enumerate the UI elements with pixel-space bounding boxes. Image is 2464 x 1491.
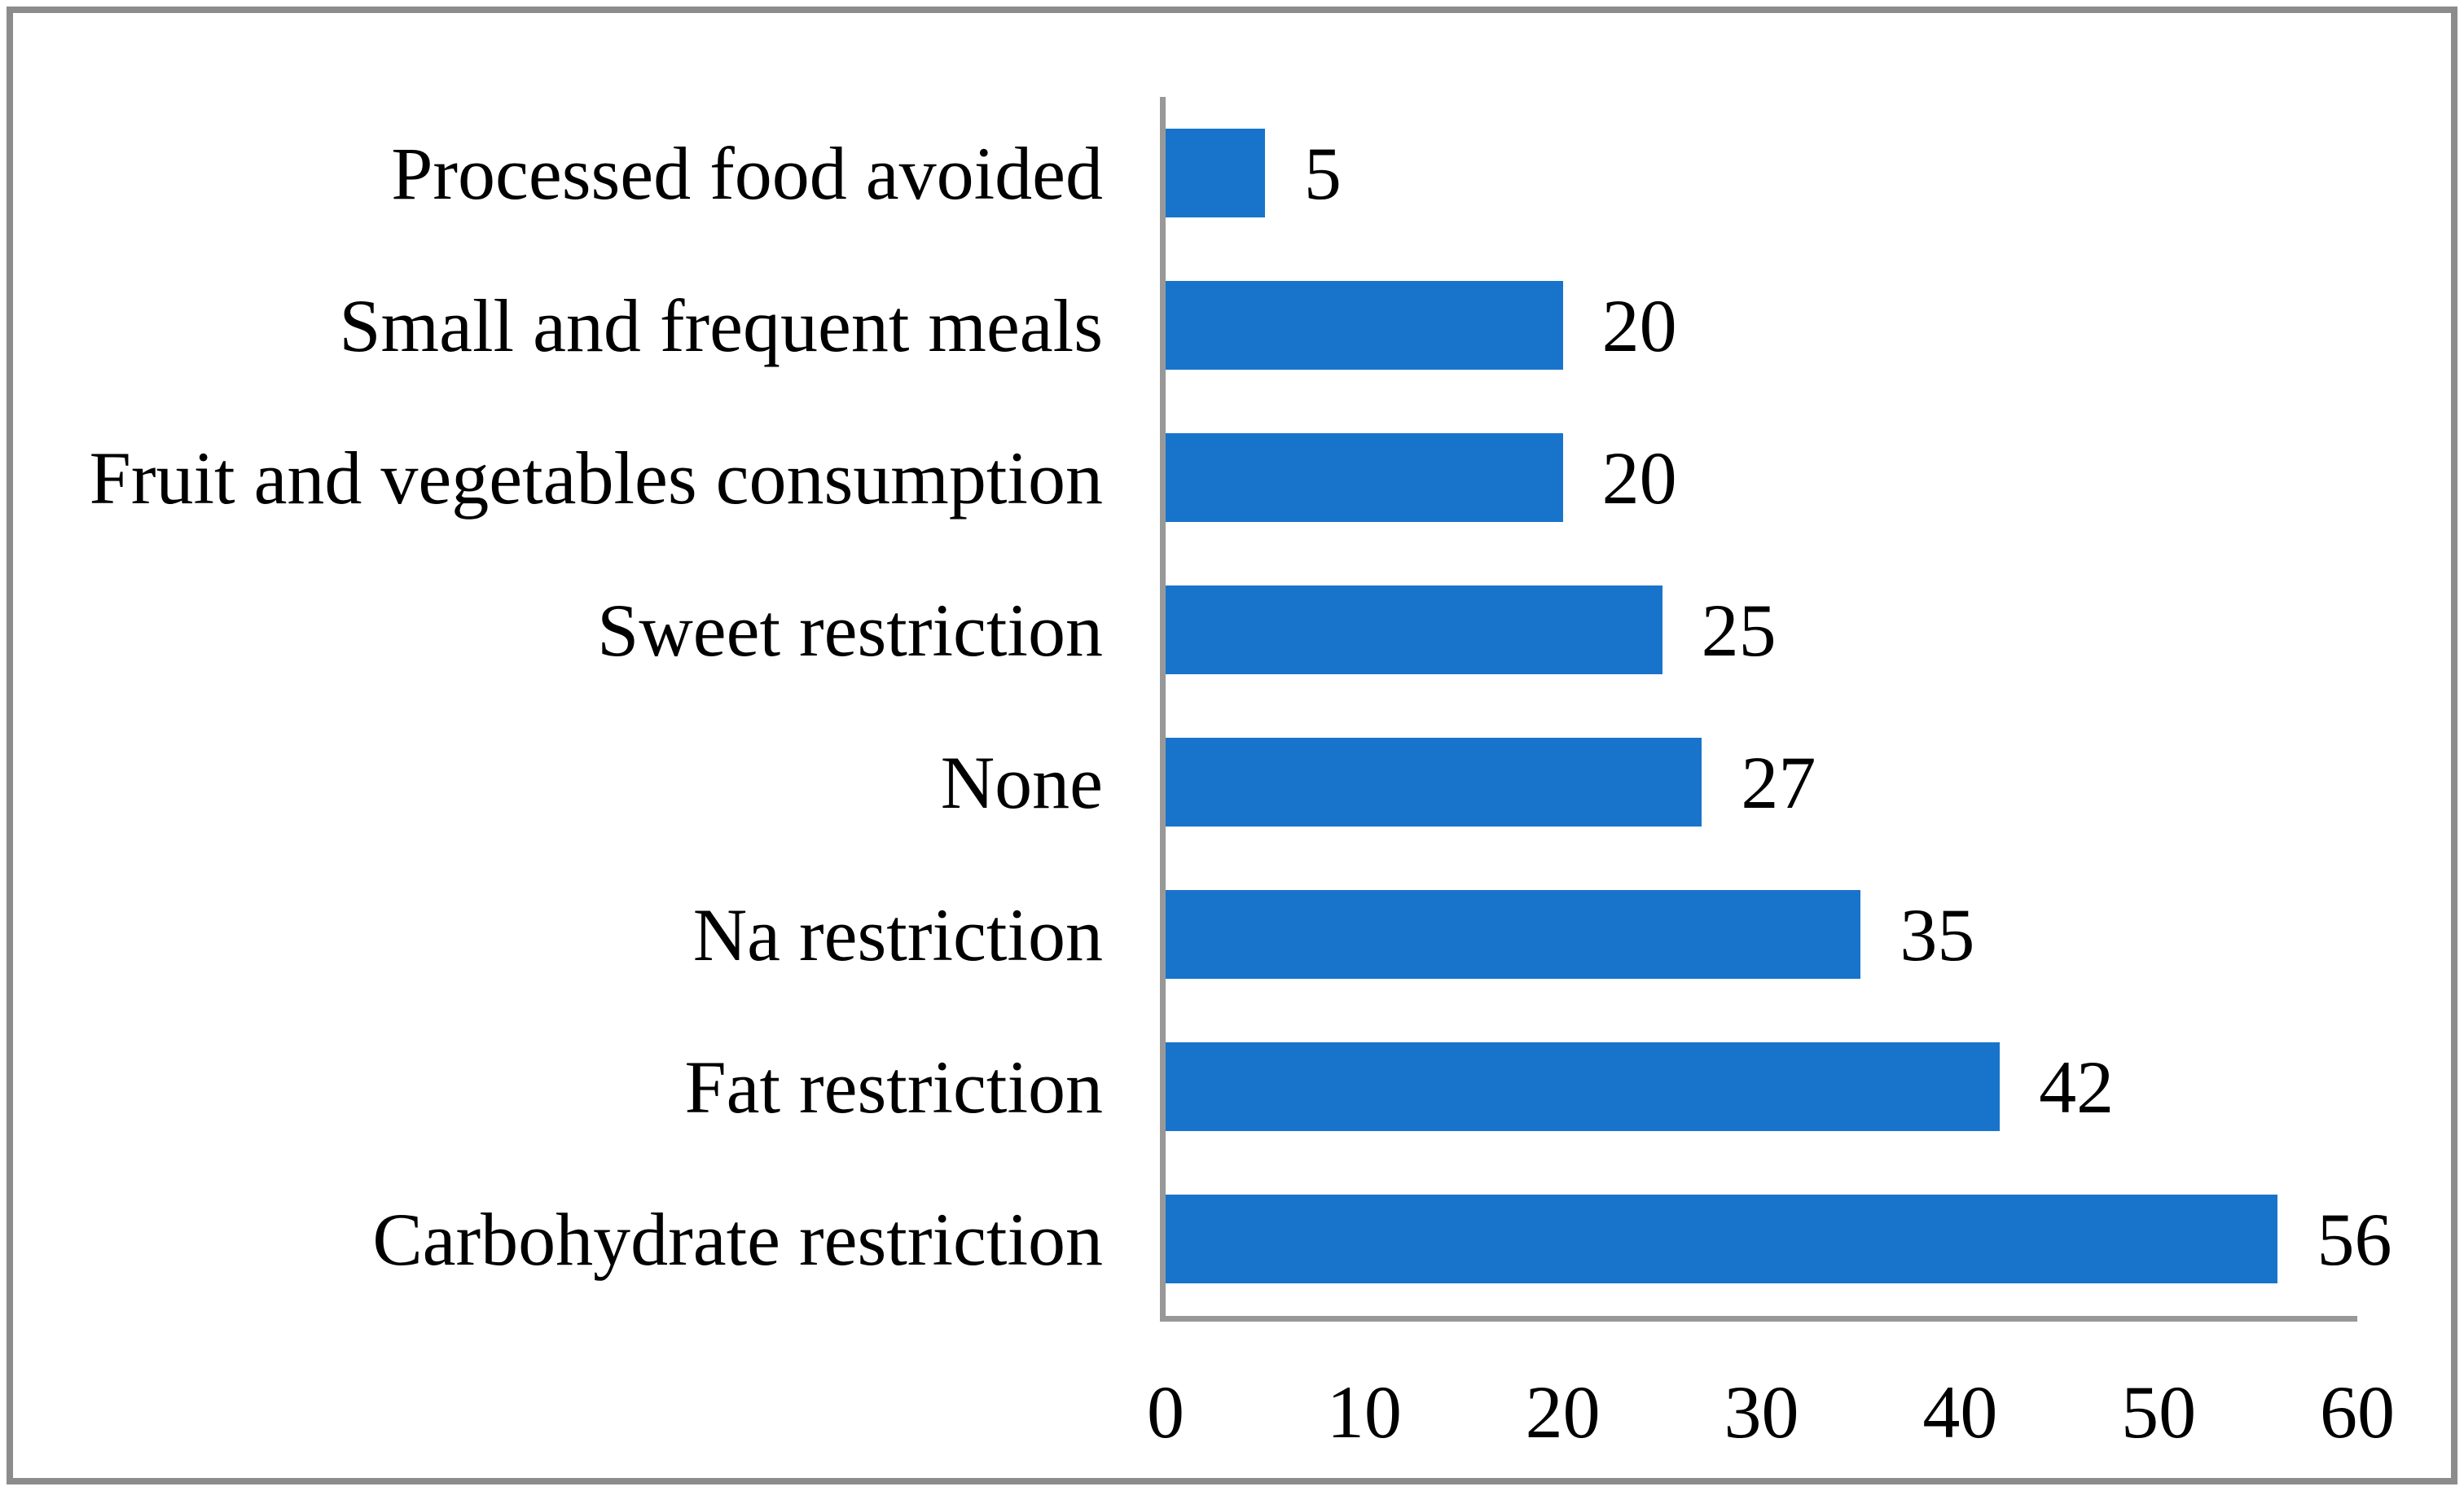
category-label-row: Fruit and vegetables consumption (26, 401, 1160, 554)
x-tick-label: 50 (2121, 1370, 2197, 1454)
x-tick-label: 40 (1922, 1370, 1998, 1454)
bar-row: 25 (1166, 554, 2357, 706)
x-tick-label: 30 (1724, 1370, 1799, 1454)
bar-row: 20 (1166, 249, 2357, 401)
category-label-row: Fat restriction (26, 1011, 1160, 1163)
bar (1166, 890, 1861, 979)
category-label-row: None (26, 706, 1160, 858)
bar-row: 5 (1166, 97, 2357, 249)
value-label: 20 (1601, 436, 1677, 520)
category-label-row: Carbohydrate restriction (26, 1163, 1160, 1315)
value-label: 5 (1303, 131, 1342, 215)
bar (1166, 585, 1662, 674)
value-label: 27 (1741, 740, 1816, 824)
bar-row: 20 (1166, 401, 2357, 554)
bar-row: 42 (1166, 1011, 2357, 1163)
bar-row: 35 (1166, 858, 2357, 1011)
category-label-row: Na restriction (26, 858, 1160, 1011)
category-axis: Processed food avoided Small and frequent… (26, 97, 1160, 1316)
category-label: Processed food avoided (391, 131, 1103, 215)
category-label-row: Processed food avoided (26, 97, 1160, 249)
plot-area: 5 20 20 25 27 35 42 56 (1160, 97, 2392, 1322)
bar (1166, 1195, 2278, 1283)
category-label: Fruit and vegetables consumption (89, 436, 1103, 520)
value-label: 25 (1701, 588, 1777, 672)
x-tick-label: 60 (2320, 1370, 2395, 1454)
value-label: 56 (2317, 1197, 2392, 1281)
category-label: None (940, 740, 1103, 824)
bar-row: 56 (1166, 1163, 2392, 1315)
chart-frame: Processed food avoided Small and frequent… (7, 7, 2457, 1484)
x-tick-label: 10 (1326, 1370, 1402, 1454)
x-tick-label: 20 (1525, 1370, 1601, 1454)
bar (1166, 738, 1702, 827)
category-label: Fat restriction (684, 1045, 1103, 1129)
value-label: 35 (1900, 892, 1975, 976)
bar (1166, 433, 1563, 522)
category-label: Na restriction (692, 892, 1103, 976)
category-label: Small and frequent meals (339, 283, 1103, 367)
category-label: Sweet restriction (597, 588, 1103, 672)
x-tick-label: 0 (1147, 1370, 1184, 1454)
x-axis-tick-row: 0 10 20 30 40 50 60 (1147, 1370, 2395, 1464)
bar-row: 27 (1166, 706, 2357, 858)
bar (1166, 129, 1265, 217)
value-label: 20 (1601, 283, 1677, 367)
category-label-row: Sweet restriction (26, 554, 1160, 706)
category-label-row: Small and frequent meals (26, 249, 1160, 401)
value-label: 42 (2039, 1045, 2115, 1129)
category-label: Carbohydrate restriction (372, 1197, 1103, 1281)
bar (1166, 1042, 2001, 1131)
bar (1166, 281, 1563, 370)
